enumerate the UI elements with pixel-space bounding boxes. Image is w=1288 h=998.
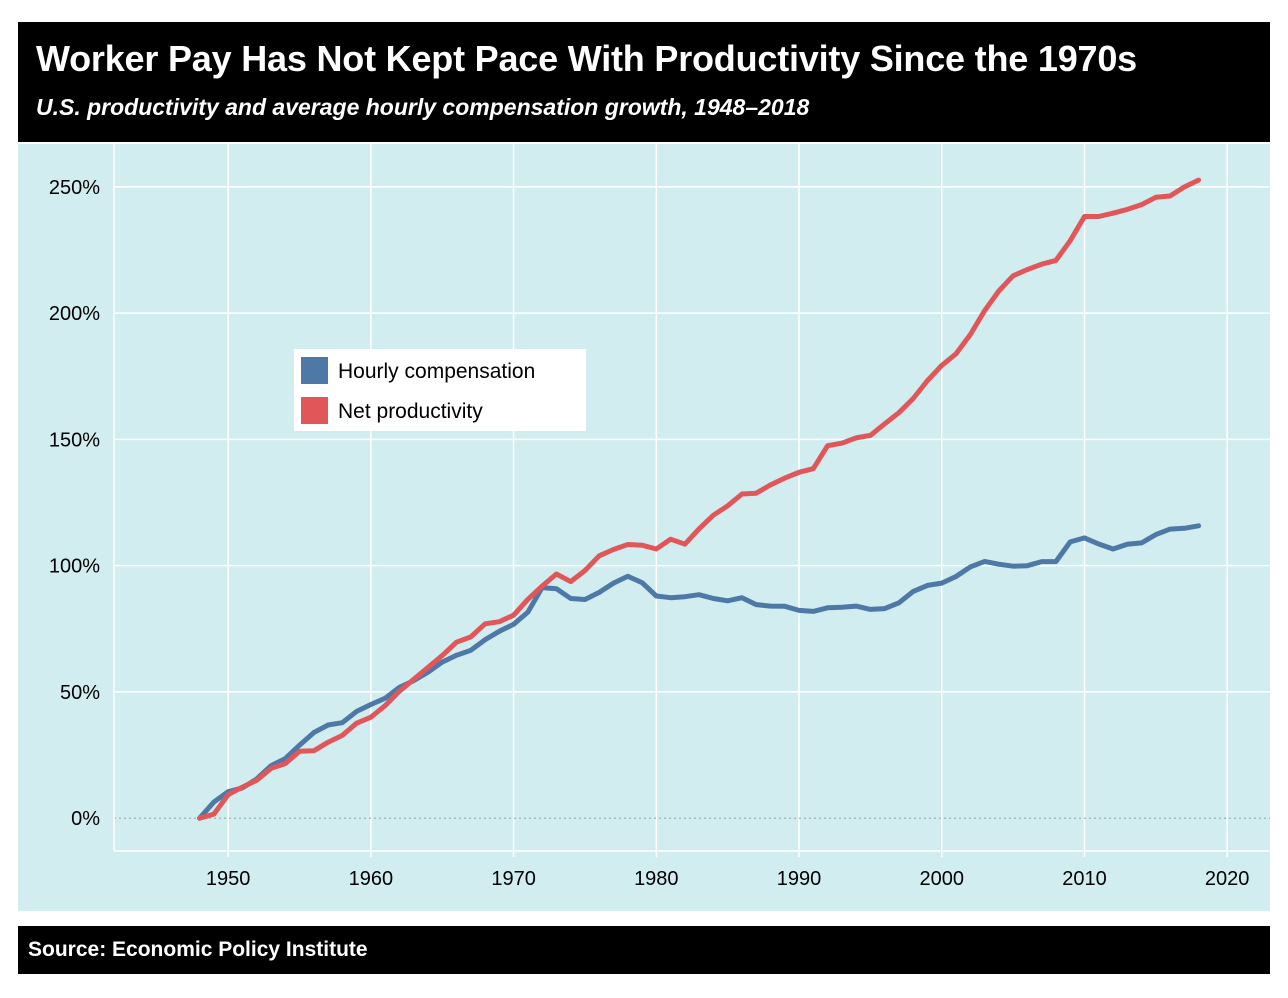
y-tick-label-150: 150% — [49, 429, 100, 451]
y-tick-label-0: 0% — [71, 808, 100, 830]
y-tick-label-100: 100% — [49, 556, 100, 578]
x-tick-label-2000: 2000 — [920, 868, 965, 890]
x-tick-label-1980: 1980 — [634, 868, 679, 890]
series-line-net-productivity — [197, 177, 1202, 821]
line-chart: 1950 1960 1970 1980 1990 2000 2010 2020 0% 50% 100… — [49, 144, 1270, 890]
axes: 1950 1960 1970 1980 1990 2000 2010 2020 0% 50% 100… — [49, 144, 1270, 890]
grid — [114, 144, 1270, 851]
chart-title: Worker Pay Has Not Kept Pace With Produc… — [36, 38, 1137, 79]
legend-swatch-hourly-compensation — [301, 357, 328, 384]
series-line-hourly-compensation — [197, 523, 1202, 821]
chart-footer: Source: Economic Policy Institute — [18, 926, 1270, 974]
chart-subtitle: U.S. productivity and average hourly com… — [36, 94, 810, 120]
x-tick-label-1990: 1990 — [777, 868, 822, 890]
legend-swatch-net-productivity — [301, 397, 328, 424]
legend: Hourly compensation Net productivity — [294, 349, 586, 431]
x-tick-label-2020: 2020 — [1205, 868, 1250, 890]
legend-label-net-productivity: Net productivity — [338, 400, 483, 423]
plot-area: 1950 1960 1970 1980 1990 2000 2010 2020 0% 50% 100… — [18, 144, 1270, 911]
y-tick-label-200: 200% — [49, 303, 100, 325]
y-tick-label-250: 250% — [49, 177, 100, 199]
x-tick-label-1960: 1960 — [349, 868, 394, 890]
chart-header: Worker Pay Has Not Kept Pace With Produc… — [18, 22, 1270, 142]
source-note: Source: Economic Policy Institute — [28, 938, 368, 961]
x-tick-label-1950: 1950 — [206, 868, 251, 890]
legend-label-hourly-compensation: Hourly compensation — [338, 360, 535, 383]
legend-box — [294, 349, 586, 431]
y-tick-label-50: 50% — [60, 682, 100, 704]
x-tick-label-1970: 1970 — [491, 868, 536, 890]
x-tick-label-2010: 2010 — [1062, 868, 1107, 890]
series-lines — [197, 177, 1202, 821]
